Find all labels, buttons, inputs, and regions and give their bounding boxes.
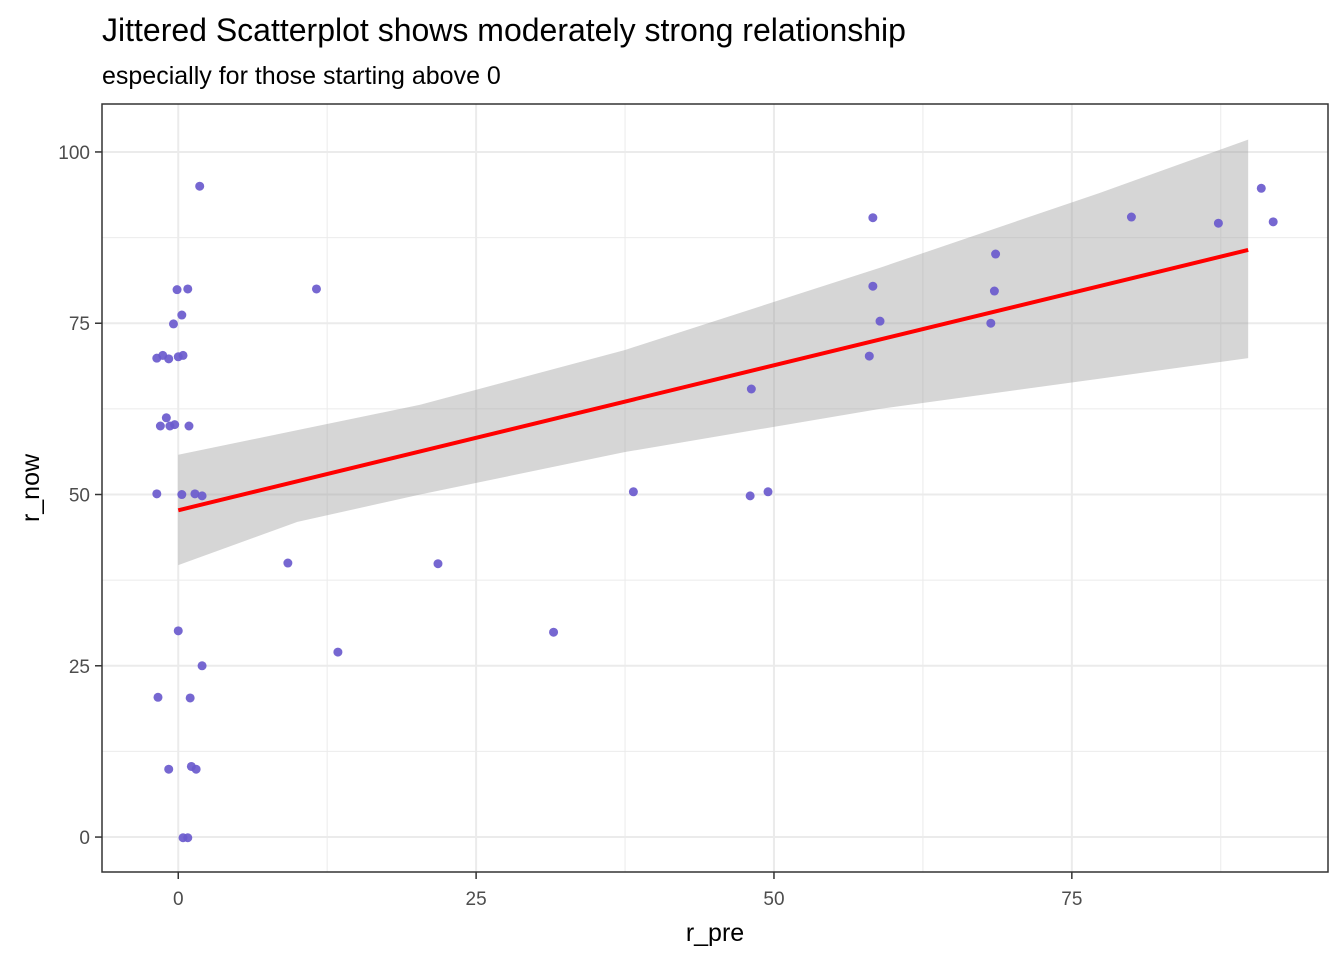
data-point (153, 692, 163, 702)
data-point (1213, 218, 1223, 228)
data-point (989, 286, 999, 296)
data-point (433, 559, 443, 569)
y-tick-label: 75 (69, 314, 90, 335)
data-point (1268, 217, 1278, 227)
data-point (283, 558, 293, 568)
plot-panel (102, 104, 1328, 872)
data-point (875, 316, 885, 326)
data-point (1126, 212, 1136, 222)
data-point (185, 693, 195, 703)
x-tick-label: 75 (1061, 889, 1082, 910)
data-point (191, 764, 201, 774)
data-point (177, 310, 187, 320)
data-point (197, 661, 207, 671)
data-point (184, 421, 194, 431)
data-point (868, 213, 878, 223)
data-point (172, 285, 182, 295)
data-point (763, 487, 773, 497)
data-point (161, 413, 171, 423)
data-point (164, 764, 174, 774)
chart-subtitle: especially for those starting above 0 (102, 62, 501, 90)
major-gridlines (102, 104, 1328, 872)
data-point (168, 319, 178, 329)
data-point (183, 833, 193, 843)
data-point (628, 487, 638, 497)
data-point (986, 318, 996, 328)
y-tick-label: 100 (58, 143, 90, 164)
data-point (178, 350, 188, 360)
x-axis: 0 25 50 75 (173, 872, 1082, 910)
x-tick-label: 50 (763, 889, 784, 910)
data-points (152, 181, 1278, 843)
regression-line (177, 247, 1249, 513)
data-point (333, 647, 343, 657)
y-tick-label: 50 (69, 486, 90, 507)
x-tick-label: 25 (466, 889, 487, 910)
data-point (1256, 183, 1266, 193)
data-point (868, 281, 878, 291)
data-point (183, 284, 193, 294)
data-point (746, 384, 756, 394)
y-axis-title: r_now (17, 453, 45, 522)
data-point (155, 421, 165, 431)
chart-title: Jittered Scatterplot shows moderately st… (102, 12, 906, 48)
data-point (177, 490, 187, 500)
data-point (152, 489, 162, 499)
data-point (864, 351, 874, 361)
x-axis-title: r_pre (686, 919, 744, 947)
data-point (164, 354, 174, 364)
data-point (991, 249, 1001, 259)
data-point (190, 489, 200, 499)
data-point (745, 491, 755, 501)
y-tick-label: 0 (79, 828, 90, 849)
data-point (311, 284, 321, 294)
data-point (195, 181, 205, 191)
data-point (170, 420, 180, 430)
confidence-band (178, 139, 1249, 566)
data-point (173, 626, 183, 636)
y-tick-label: 25 (69, 657, 90, 678)
data-point (197, 491, 207, 501)
data-point (549, 627, 559, 637)
y-axis: 0 25 50 75 100 (58, 143, 102, 849)
minor-gridlines (102, 104, 1328, 872)
x-tick-label: 0 (173, 889, 184, 910)
plot-panel-border (101, 103, 1329, 873)
